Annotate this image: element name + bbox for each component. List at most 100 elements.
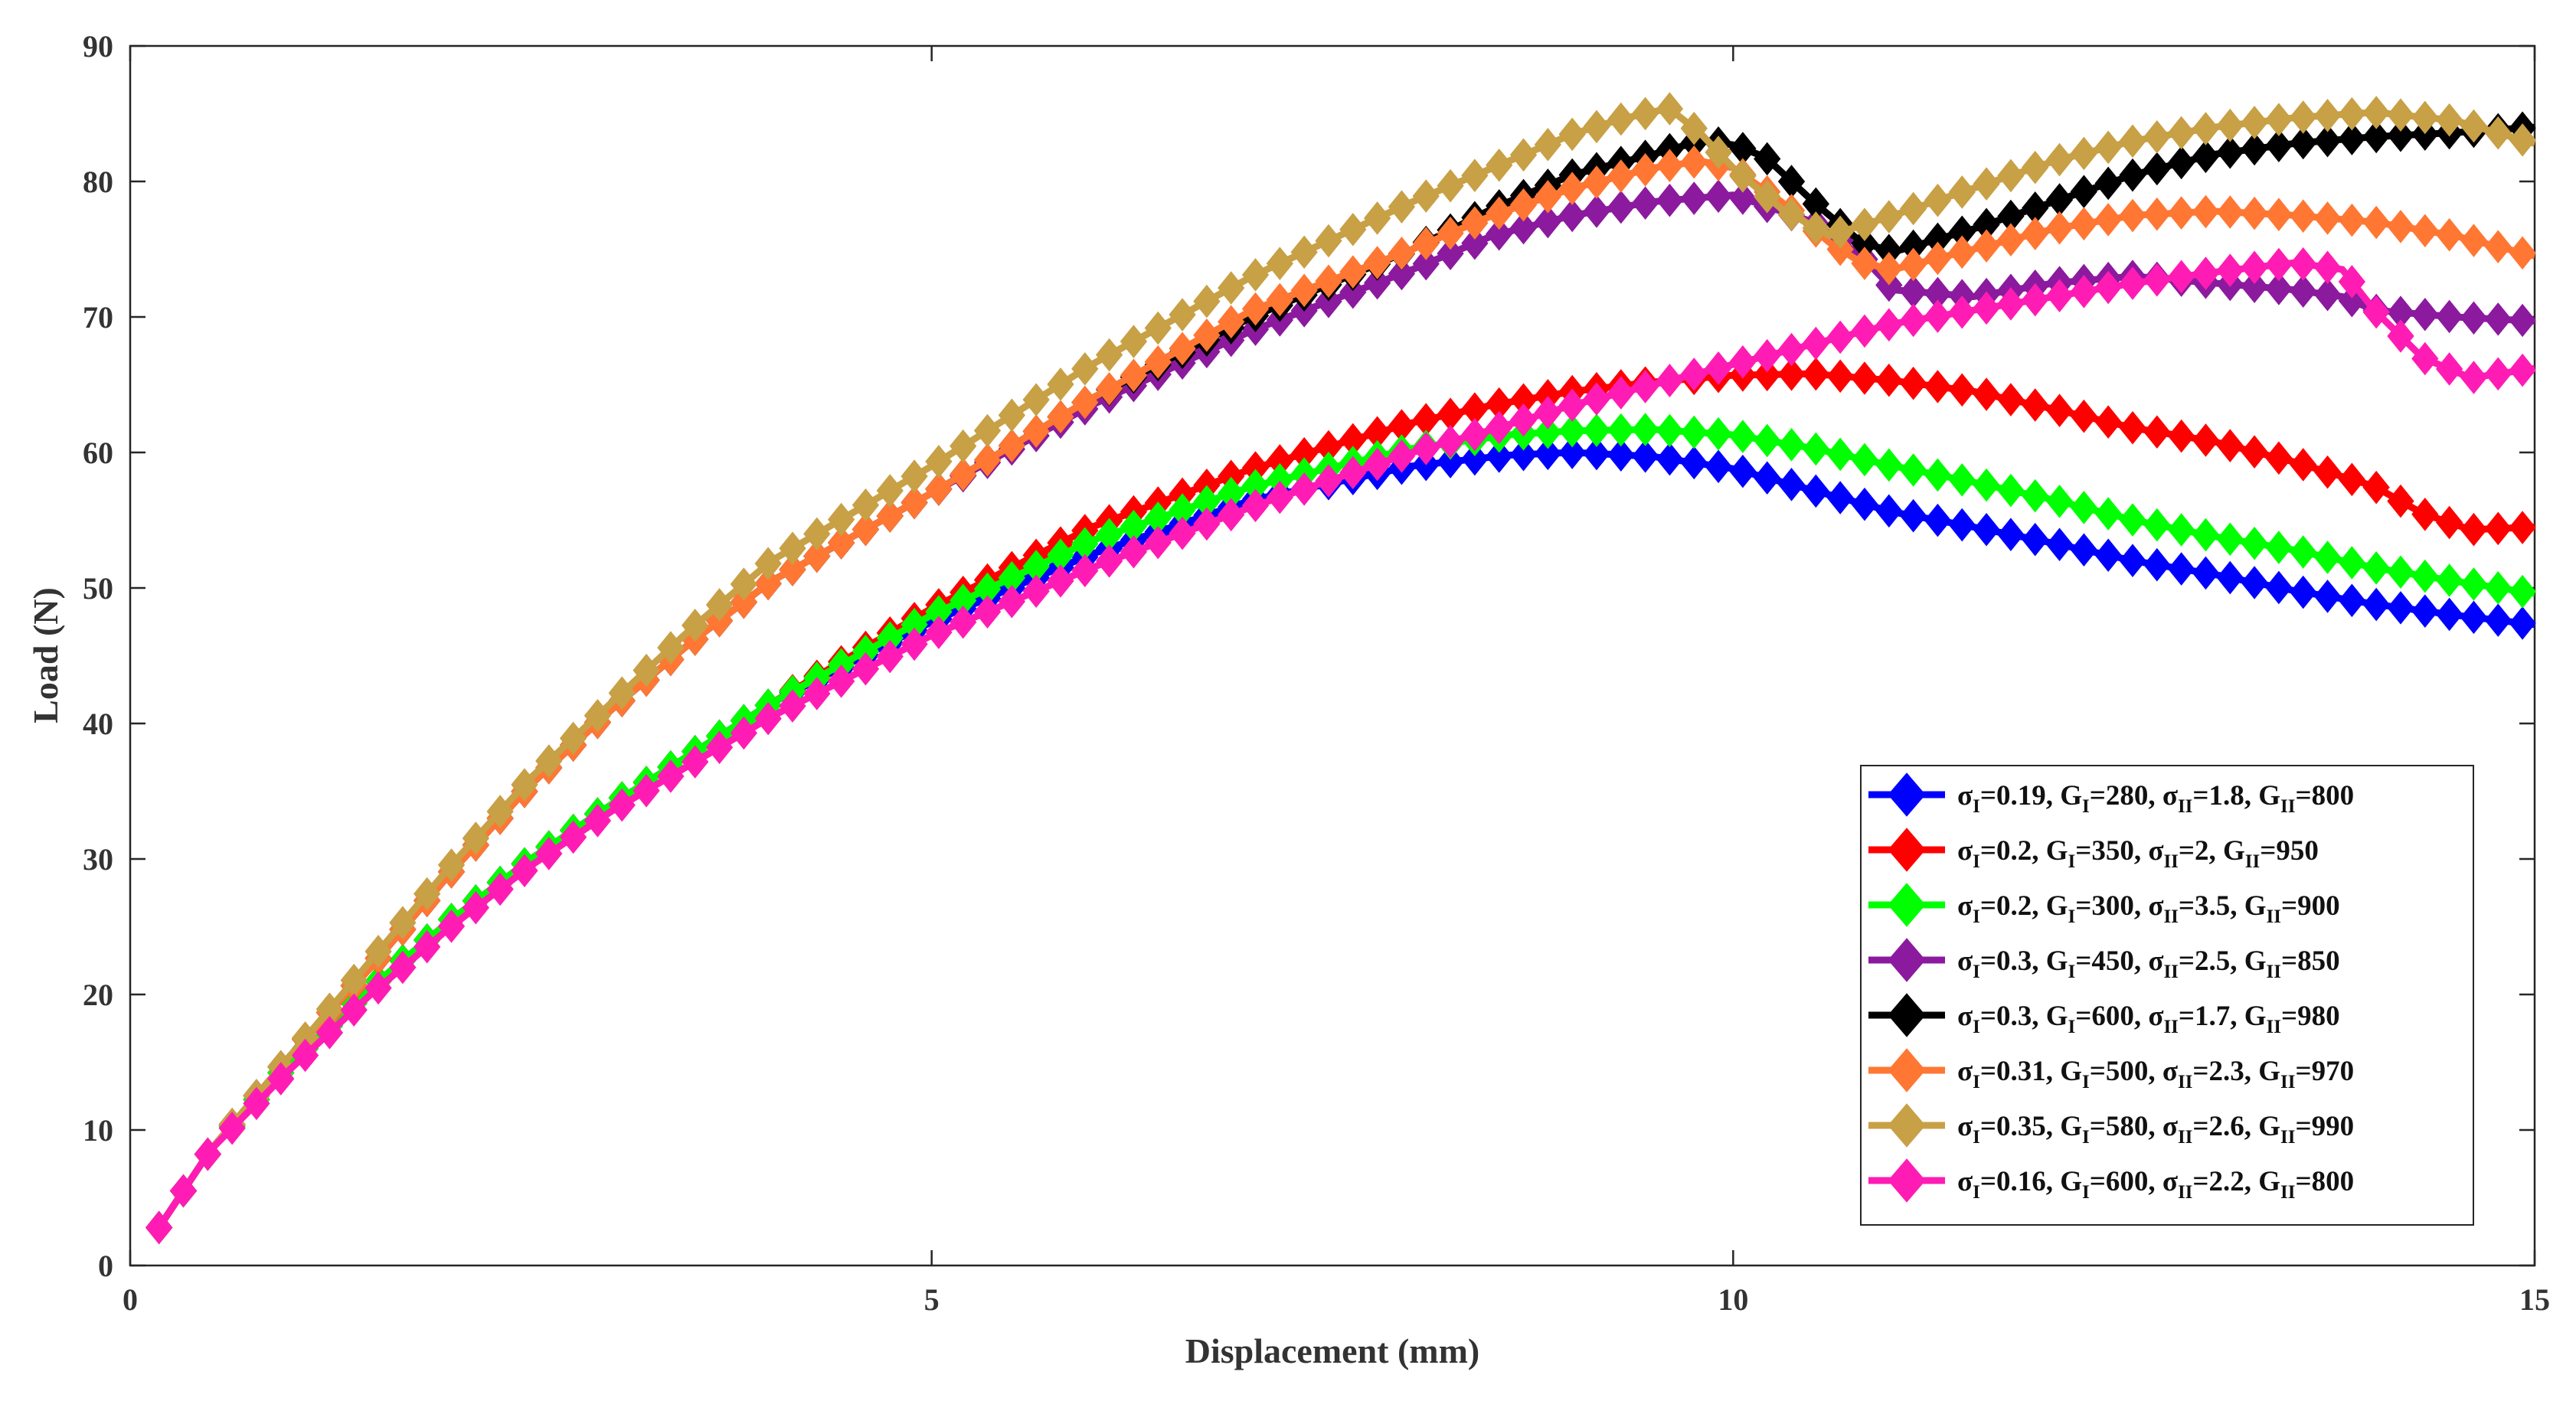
data-point [2484, 511, 2512, 546]
data-point [2216, 135, 2244, 169]
data-point [2509, 353, 2536, 387]
data-point [1705, 351, 1732, 385]
data-point [973, 595, 1002, 629]
data-point [2119, 124, 2146, 158]
data-point [2290, 199, 2317, 234]
data-point [1241, 292, 1270, 326]
data-point [2192, 423, 2220, 457]
x-tick-label: 10 [1718, 1282, 1748, 1317]
data-point [1656, 183, 1684, 217]
legend-text-part: =0.3, G [1980, 1001, 2068, 1032]
data-point [657, 759, 685, 793]
data-point [1315, 224, 1342, 258]
data-point [2167, 513, 2195, 547]
data-point [2313, 580, 2342, 613]
data-point [1607, 190, 1635, 224]
data-point [2241, 106, 2268, 139]
legend-subscript: II [2267, 1017, 2281, 1037]
data-point [1729, 420, 1757, 453]
data-point [2216, 522, 2244, 557]
data-point [1583, 165, 1610, 199]
data-point [657, 631, 685, 665]
data-point [1973, 512, 2000, 547]
data-point [1680, 111, 1708, 145]
data-point [2094, 497, 2122, 531]
legend-text-part: =2.2, G [2192, 1166, 2280, 1197]
data-point [2338, 265, 2366, 299]
data-point [2094, 130, 2122, 165]
data-point [1558, 388, 1586, 423]
data-point [2241, 435, 2268, 469]
legend-subscript: II [2178, 796, 2192, 817]
data-point [1997, 223, 2025, 256]
data-point [511, 768, 538, 802]
data-point [2411, 297, 2439, 331]
data-point [1363, 201, 1391, 235]
data-point [1875, 200, 1903, 234]
data-point [2484, 571, 2512, 605]
data-point [1656, 364, 1684, 397]
data-point [2045, 394, 2074, 427]
data-point [2070, 399, 2097, 433]
data-point [1777, 198, 1806, 231]
data-point [2265, 103, 2293, 136]
data-point [1924, 241, 1952, 276]
data-point [2022, 150, 2049, 185]
legend-subscript: I [1973, 906, 1980, 927]
data-point [1120, 358, 1148, 393]
data-point [1705, 449, 1732, 484]
data-point [2167, 196, 2195, 230]
data-point [998, 584, 1025, 619]
data-point [2167, 260, 2195, 294]
data-point [1363, 246, 1391, 279]
legend-text-part: =300, σ [2075, 890, 2163, 922]
data-point [2435, 103, 2463, 137]
data-point [2460, 224, 2488, 257]
data-point [2265, 531, 2293, 564]
data-point [1218, 305, 1245, 339]
data-point [1241, 488, 1270, 523]
legend-marker [1888, 828, 1926, 872]
data-point [2216, 108, 2244, 142]
legend-text-part: σ [1957, 945, 1973, 977]
data-point [1437, 237, 1464, 270]
legend-text-part: σ [1957, 835, 1973, 867]
data-point [2265, 441, 2293, 475]
data-point [1339, 275, 1367, 309]
data-point [2313, 123, 2342, 158]
data-point [1290, 472, 1318, 506]
data-point [1437, 168, 1464, 203]
data-point [2241, 132, 2268, 166]
data-point [2241, 566, 2268, 599]
legend-subscript: II [2178, 1127, 2192, 1148]
legend-text-part: =0.2, G [1980, 890, 2068, 922]
data-point [1509, 211, 1538, 245]
data-point [1095, 544, 1123, 578]
data-point [2313, 250, 2342, 285]
data-point [267, 1062, 295, 1096]
legend-subscript: II [2163, 851, 2178, 872]
data-point [2387, 119, 2414, 152]
data-point [2265, 198, 2293, 232]
data-point [584, 804, 612, 838]
data-point [364, 971, 392, 1005]
data-point [1607, 438, 1635, 472]
data-point [1583, 382, 1610, 416]
x-tick-label: 0 [123, 1282, 138, 1317]
data-point [1558, 413, 1586, 448]
data-point [1266, 247, 1293, 280]
data-point [1534, 415, 1561, 449]
data-point [827, 665, 855, 698]
data-point [1826, 359, 1854, 394]
data-point [901, 485, 928, 520]
data-point [1705, 416, 1732, 451]
data-point [1973, 167, 2000, 201]
legend-text-part: =350, σ [2075, 835, 2163, 867]
legend-subscript: I [2068, 851, 2076, 872]
legend-marker [1888, 993, 1926, 1037]
data-point [682, 745, 709, 779]
data-point [1534, 180, 1561, 214]
data-point [1924, 458, 1952, 492]
data-point [2045, 279, 2074, 312]
data-point [2509, 511, 2536, 544]
